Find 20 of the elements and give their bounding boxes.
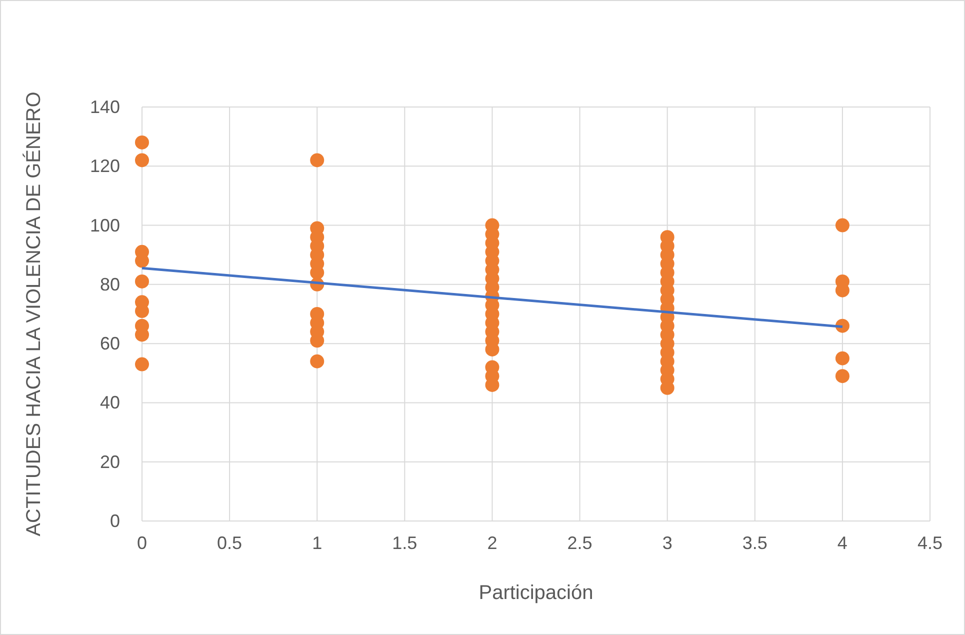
x-tick-label: 2.5 (567, 533, 592, 553)
y-tick-label: 120 (90, 156, 120, 176)
y-tick-label: 80 (100, 274, 120, 294)
x-tick-label: 4 (837, 533, 848, 553)
y-tick-label: 0 (110, 511, 120, 531)
y-tick-label: 140 (90, 97, 120, 117)
y-tick-label: 100 (90, 215, 120, 236)
x-tick-label: 1.5 (392, 533, 418, 553)
x-tick-label: 4.5 (917, 533, 943, 553)
x-tick-label: 3.5 (742, 533, 768, 553)
x-tick-label: 0 (136, 533, 148, 553)
x-tick-label: 3 (662, 533, 672, 553)
y-tick-label: 40 (100, 392, 120, 413)
x-tick-label: 2 (487, 533, 498, 553)
y-axis-title: ACTITUDES HACIA LA VIOLENCIA DE GÉNERO (22, 92, 45, 536)
x-tick-label: 0.5 (217, 533, 242, 553)
y-tick-label: 60 (100, 334, 120, 354)
y-tick-label: 20 (100, 452, 120, 472)
x-tick-label: 1 (312, 533, 322, 553)
x-axis-title: Participación (478, 582, 594, 604)
